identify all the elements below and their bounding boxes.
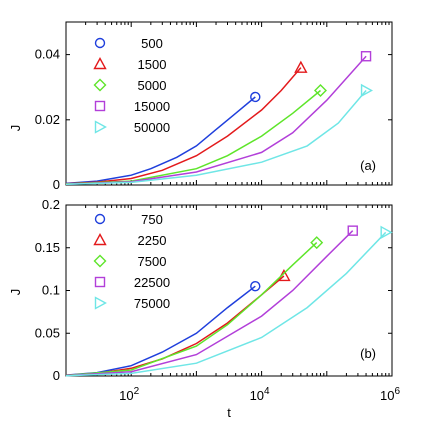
- x-tick-label: 104: [250, 386, 270, 403]
- legend-marker-7500: [93, 254, 107, 268]
- series-end-marker-1500: [294, 60, 308, 73]
- legend-marker-1500: [93, 57, 107, 70]
- panel-a-tag: (a): [360, 158, 376, 173]
- legend-label: 500: [141, 36, 163, 51]
- series-end-marker-15000: [360, 51, 372, 62]
- panel-a: J (a) 0 0.02 0.04 500 1500 5000 15000 50000: [8, 21, 393, 192]
- legend-label: 2250: [138, 233, 167, 248]
- panel-a-ylabel: J: [8, 125, 23, 132]
- panel-b: J t (b) 0 0.05 0.1 0.15 0.2 102 104 106 750 2250…: [8, 197, 400, 420]
- x-tick-exponent: 6: [394, 386, 400, 397]
- y-tick-label: 0.04: [35, 47, 60, 62]
- legend-label: 7500: [138, 254, 167, 269]
- series-line-15000: [65, 55, 367, 186]
- series-line-50000: [65, 90, 367, 186]
- y-tick-label: 0.05: [35, 325, 60, 340]
- y-tick-label: 0.1: [42, 283, 60, 298]
- panel-b-legend: 750 2250 7500 22500 75000: [93, 212, 170, 311]
- series-line-1500: [65, 67, 302, 185]
- legend-label: 750: [141, 212, 163, 227]
- x-tick-label: 102: [119, 386, 139, 403]
- y-tick-label: 0.15: [35, 240, 60, 255]
- legend-label: 1500: [138, 57, 167, 72]
- legend-label: 50000: [134, 120, 170, 135]
- legend-marker-50000: [94, 120, 107, 134]
- series-line-22500: [65, 230, 354, 377]
- legend-label: 22500: [134, 275, 170, 290]
- panel-b-xlabel: t: [227, 405, 231, 420]
- series-line-75000: [65, 231, 387, 377]
- y-tick-label: 0: [53, 368, 60, 383]
- panel-b-ylabel: J: [8, 289, 23, 296]
- series-end-marker-75000: [380, 225, 393, 240]
- series-end-marker-22500: [347, 225, 358, 236]
- series-end-marker-750: [250, 281, 261, 292]
- series-line-500: [65, 96, 256, 185]
- legend-marker-2250: [93, 233, 107, 246]
- legend-marker-15000: [94, 100, 106, 112]
- panel-b-plot: 0 0.05 0.1 0.15 0.2 102 104 106: [35, 197, 401, 403]
- series-end-marker-5000: [313, 83, 327, 97]
- y-tick-label: 0.02: [35, 112, 60, 127]
- panel-a-legend: 500 1500 5000 15000 50000: [93, 36, 170, 135]
- series-end-marker-7500: [310, 236, 324, 250]
- series-end-marker-50000: [360, 83, 374, 98]
- panel-a-plot: 0 0.02 0.04: [35, 22, 392, 192]
- x-tick-exponent: 2: [134, 386, 140, 397]
- panel-b-tag: (b): [360, 346, 376, 361]
- series-line-7500: [65, 242, 318, 377]
- y-tick-label: 0: [53, 177, 60, 192]
- legend-label: 75000: [134, 296, 170, 311]
- legend-marker-75000: [94, 296, 107, 310]
- x-tick-label: 106: [380, 386, 400, 403]
- legend-marker-5000: [93, 78, 107, 92]
- legend-label: 5000: [138, 78, 167, 93]
- legend-marker-500: [94, 37, 106, 49]
- legend-marker-22500: [94, 276, 106, 288]
- y-tick-label: 0.2: [42, 197, 60, 212]
- x-tick-exponent: 4: [264, 386, 270, 397]
- legend-label: 15000: [134, 99, 170, 114]
- series-end-marker-500: [250, 91, 261, 103]
- legend-marker-750: [94, 213, 106, 225]
- panel-a-frame: [65, 21, 393, 186]
